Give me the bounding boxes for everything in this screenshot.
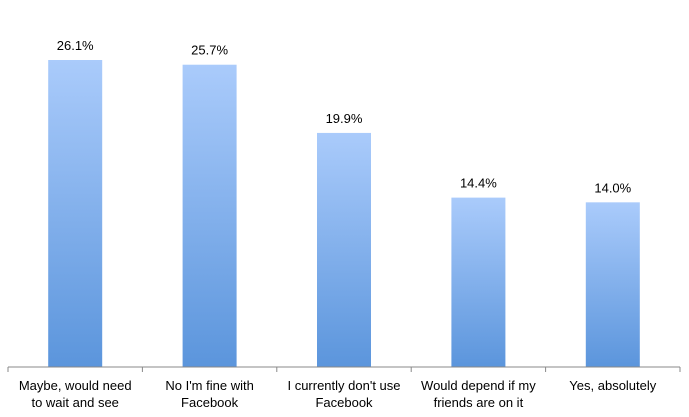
- x-tick-label: Would depend if my friends are on it: [421, 378, 536, 410]
- value-label: 14.4%: [460, 176, 497, 191]
- x-tick-label: I currently don't use Facebook: [287, 378, 401, 410]
- bar: [451, 197, 506, 367]
- value-label: 14.0%: [594, 180, 631, 195]
- value-label: 19.9%: [326, 111, 363, 126]
- x-tick-label: Maybe, would need to wait and see: [18, 378, 132, 410]
- x-tick-label: No I'm fine with Facebook: [165, 378, 254, 410]
- value-label: 26.1%: [57, 38, 94, 53]
- bar: [182, 64, 237, 367]
- bar: [48, 60, 103, 367]
- x-tick-label: Yes, absolutely: [569, 378, 657, 393]
- bar: [317, 132, 371, 367]
- bar: [585, 202, 640, 367]
- value-label: 25.7%: [191, 43, 228, 58]
